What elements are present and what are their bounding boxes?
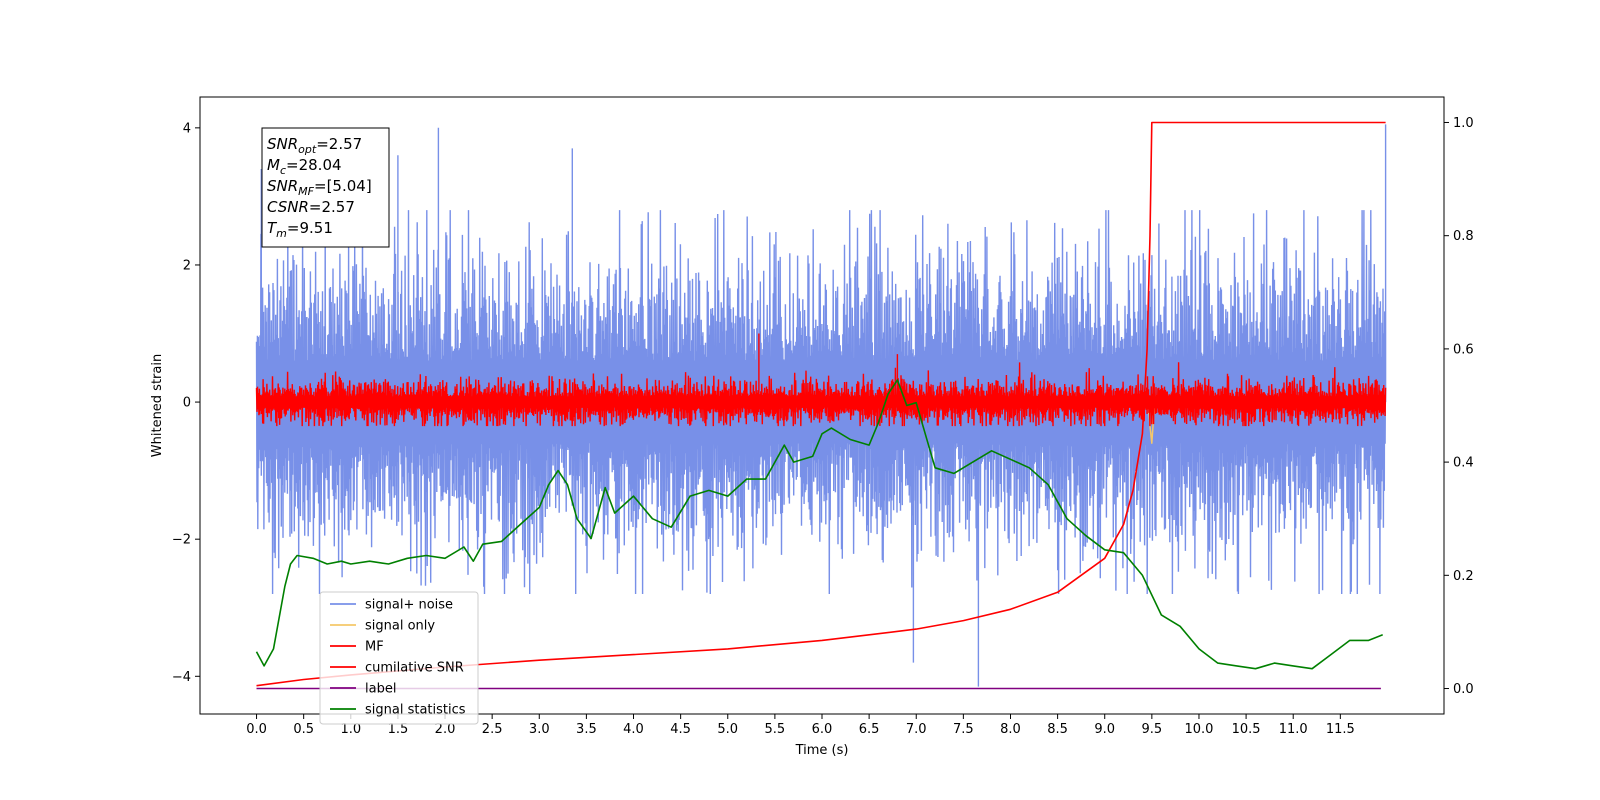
legend-label: signal statistics <box>365 703 466 718</box>
series-mf-line <box>255 333 1387 427</box>
legend-label: signal only <box>365 619 435 634</box>
x-tick-label: 8.5 <box>1047 722 1068 737</box>
y-axis-right: 0.0 0.2 0.4 0.6 0.8 1.0 <box>1444 116 1474 697</box>
series-signal-noise-line <box>255 124 1387 687</box>
x-tick-label: 5.0 <box>717 722 738 737</box>
info-box: SNRopt=2.57Mc=28.04SNRMF=[5.04]CSNR=2.57… <box>261 127 390 248</box>
x-tick-label: 3.5 <box>576 722 597 737</box>
legend-item-label: label <box>330 682 396 697</box>
y-tick-label: 4 <box>183 121 191 136</box>
x-tick-label: 0.0 <box>246 722 267 737</box>
y-tick-label: −2 <box>172 533 191 548</box>
x-tick-label: 0.5 <box>293 722 314 737</box>
x-axis-label: Time (s) <box>795 743 849 758</box>
x-tick-label: 7.5 <box>953 722 974 737</box>
y2-tick-label: 0.6 <box>1453 342 1474 357</box>
y2-tick-label: 1.0 <box>1453 116 1474 131</box>
x-tick-label: 4.5 <box>670 722 691 737</box>
series-signal-statistics-line <box>255 379 1383 670</box>
x-tick-label: 8.0 <box>1000 722 1021 737</box>
legend-item-mf: MF <box>330 640 384 655</box>
y2-tick-label: 0.0 <box>1453 682 1474 697</box>
legend-label: cumilative SNR <box>365 661 464 676</box>
legend-item-signal-only: signal only <box>330 619 435 634</box>
x-tick-label: 4.0 <box>623 722 644 737</box>
y-tick-label: 2 <box>183 258 191 273</box>
x-tick-label: 11.0 <box>1279 722 1308 737</box>
y2-tick-label: 0.8 <box>1453 229 1474 244</box>
info-line-tm: Tm=9.51 <box>267 219 333 240</box>
legend: signal+ noise signal only MF cumilative SNR… <box>319 591 479 725</box>
info-line-csnr: CSNR=2.57 <box>267 198 355 216</box>
legend-item-signal-statistics: signal statistics <box>330 703 466 718</box>
x-tick-label: 3.0 <box>529 722 550 737</box>
x-tick-label: 2.5 <box>482 722 503 737</box>
info-line-snr-opt: SNRopt=2.57 <box>267 135 362 156</box>
legend-frame <box>319 591 479 725</box>
series-signal-noise <box>255 124 1387 687</box>
legend-label: label <box>365 682 396 697</box>
legend-item-signal-noise: signal+ noise <box>330 598 453 613</box>
x-tick-label: 6.5 <box>859 722 880 737</box>
x-tick-label: 1.5 <box>388 722 409 737</box>
x-tick-label: 7.0 <box>906 722 927 737</box>
info-box-frame <box>261 127 390 248</box>
x-tick-label: 1.0 <box>340 722 361 737</box>
x-tick-label: 11.5 <box>1326 722 1355 737</box>
x-tick-label: 9.0 <box>1094 722 1115 737</box>
x-tick-label: 2.0 <box>435 722 456 737</box>
x-tick-label: 10.5 <box>1232 722 1261 737</box>
x-tick-label: 5.5 <box>765 722 786 737</box>
y2-tick-label: 0.4 <box>1453 456 1474 471</box>
x-tick-label: 9.5 <box>1142 722 1163 737</box>
x-tick-label: 10.0 <box>1184 722 1213 737</box>
legend-label: MF <box>365 640 384 655</box>
y-axis-left: −4 −2 0 2 4 <box>172 121 200 685</box>
y-tick-label: 0 <box>183 396 191 411</box>
x-tick-label: 6.0 <box>812 722 833 737</box>
legend-item-cumilative-snr: cumilative SNR <box>330 661 464 676</box>
legend-label: signal+ noise <box>365 598 453 613</box>
y-tick-label: −4 <box>172 670 191 685</box>
info-line-mc: Mc=28.04 <box>267 156 342 177</box>
y-axis-label: Whitened strain <box>150 354 165 457</box>
info-line-snr-mf: SNRMF=[5.04] <box>267 177 372 198</box>
y2-tick-label: 0.2 <box>1453 569 1474 584</box>
